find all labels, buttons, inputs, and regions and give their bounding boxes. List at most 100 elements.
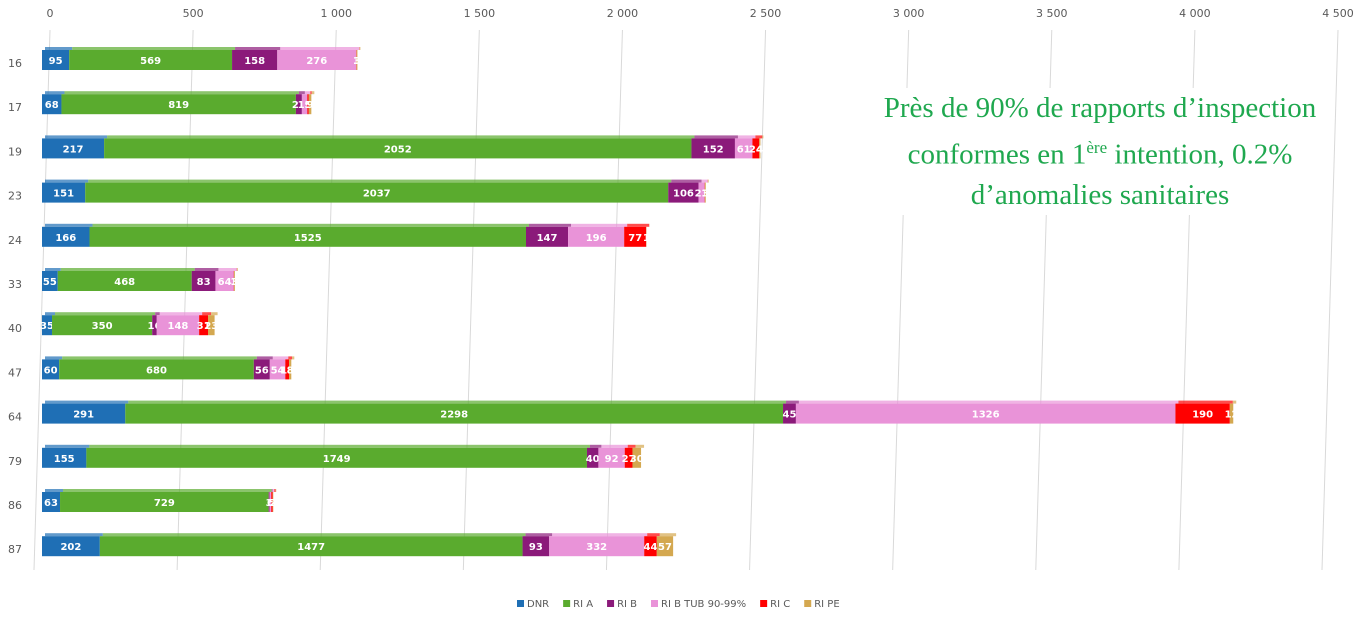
data-label: 3	[231, 277, 238, 288]
bar-top	[61, 268, 195, 271]
data-label: 93	[529, 542, 543, 553]
data-label: 77	[628, 233, 642, 244]
grid-line	[1322, 30, 1338, 570]
x-tick-label: 4 000	[1179, 7, 1211, 20]
bar-top	[63, 489, 272, 492]
bar-top	[237, 268, 238, 271]
data-label: 9	[307, 100, 314, 111]
bar-top	[299, 91, 305, 94]
data-label: 155	[54, 454, 75, 465]
bar-top	[128, 401, 786, 404]
legend-label: RI C	[770, 599, 790, 610]
bar-top	[529, 224, 571, 227]
bar-top	[45, 91, 64, 94]
bar-top	[762, 135, 763, 138]
bar-top	[93, 224, 529, 227]
data-label: 55	[43, 277, 57, 288]
data-label: 23	[204, 321, 218, 332]
bar-top	[660, 533, 676, 536]
bar-top	[276, 489, 277, 492]
x-tick-label: 2 500	[750, 7, 782, 20]
data-label: 151	[53, 189, 74, 200]
bar-top	[55, 312, 155, 315]
data-label: 350	[92, 321, 113, 332]
y-tick-label: 64	[8, 411, 22, 424]
legend-label: DNR	[527, 599, 549, 610]
bar-top	[799, 401, 1179, 404]
bar-top	[274, 489, 275, 492]
bar-top	[45, 489, 63, 492]
data-label: 148	[168, 321, 189, 332]
bar-top	[45, 533, 103, 536]
bar-top	[45, 445, 89, 448]
bar-top	[571, 224, 627, 227]
grid-line	[750, 30, 766, 570]
bar-top	[601, 445, 627, 448]
bar-top	[195, 268, 219, 271]
bar-top	[202, 312, 211, 315]
y-tick-label: 19	[8, 145, 22, 158]
data-label: 57	[658, 542, 672, 553]
data-label: 1525	[294, 233, 322, 244]
bar-top	[45, 268, 61, 271]
bar-top	[526, 533, 553, 536]
data-label: 1	[643, 233, 650, 244]
bar-top	[1178, 401, 1232, 404]
data-label: 40	[586, 454, 600, 465]
data-label: 2	[269, 498, 276, 509]
bar-top	[786, 401, 799, 404]
bar-top	[273, 356, 288, 359]
data-label: 166	[55, 233, 76, 244]
data-label: 152	[703, 144, 724, 155]
legend-swatch	[517, 600, 524, 607]
legend-swatch	[651, 600, 658, 607]
bar-top	[103, 533, 526, 536]
data-label: 56	[255, 365, 269, 376]
data-label: 158	[244, 56, 265, 67]
bar-top	[292, 356, 294, 359]
y-tick-label: 86	[8, 499, 22, 512]
data-label: 1477	[297, 542, 325, 553]
y-tick-label: 24	[8, 234, 22, 247]
bar-top	[552, 533, 647, 536]
data-label: 95	[49, 56, 63, 67]
bar-top	[694, 135, 738, 138]
bar-top	[257, 356, 273, 359]
bar-top	[360, 47, 361, 50]
data-label: 147	[537, 233, 558, 244]
data-label: 12	[1225, 410, 1239, 421]
bar-top	[218, 268, 236, 271]
bar-top	[288, 356, 292, 359]
bar-top	[45, 224, 93, 227]
data-label: 2298	[440, 410, 468, 421]
data-label: 68	[45, 100, 59, 111]
bar-top	[107, 135, 694, 138]
bar-top	[72, 47, 235, 50]
data-label: 60	[44, 365, 58, 376]
bar-top	[628, 445, 636, 448]
bar-top	[272, 489, 273, 492]
grid-line	[320, 30, 336, 570]
x-tick-label: 1 000	[320, 7, 352, 20]
bar-top	[305, 91, 310, 94]
bar-top	[738, 135, 755, 138]
y-tick-label: 23	[8, 190, 22, 203]
bar-top	[45, 135, 107, 138]
data-label: 217	[63, 144, 84, 155]
data-label: 190	[1192, 410, 1213, 421]
y-tick-label: 17	[8, 101, 22, 114]
x-tick-label: 3 000	[893, 7, 925, 20]
data-label: 729	[154, 498, 175, 509]
bar-top	[635, 445, 644, 448]
data-label: 332	[586, 542, 607, 553]
bar-top	[45, 47, 72, 50]
data-label: 819	[168, 100, 189, 111]
y-tick-label: 47	[8, 366, 22, 379]
data-label: 8	[287, 365, 294, 376]
y-tick-label: 40	[8, 322, 22, 335]
y-tick-label: 87	[8, 543, 22, 556]
data-label: 30	[630, 454, 644, 465]
bar-top	[627, 224, 649, 227]
y-tick-label: 79	[8, 455, 22, 468]
